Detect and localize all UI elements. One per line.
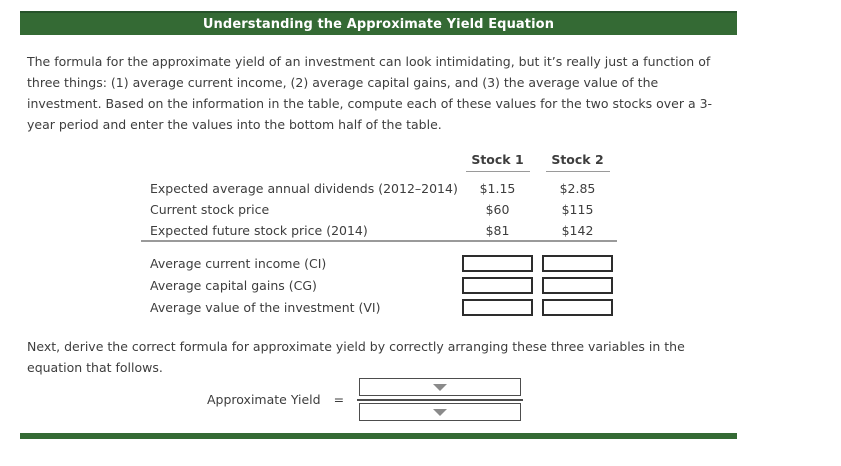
table-row-future-price: Expected future stock price (2014) $81 $… [150, 220, 622, 241]
cell-dividends-stock1: $1.15 [479, 181, 516, 196]
intro-paragraph: The formula for the approximate yield of… [27, 54, 713, 132]
column-header-stock2: Stock 2 [545, 152, 610, 172]
equals-sign: = [333, 392, 345, 407]
cell-ci-stock1 [462, 254, 542, 272]
answer-row-vi: Average value of the investment (VI) [150, 296, 622, 318]
column-header-stock1: Stock 1 [465, 152, 530, 172]
answer-table: Average current income (CI) Average capi… [150, 252, 622, 318]
chevron-down-icon [433, 383, 448, 391]
cell-vi-stock1 [462, 298, 542, 316]
cell-dividends-stock2: $2.85 [559, 181, 596, 196]
fraction-bar [357, 399, 524, 401]
answer-row-ci: Average current income (CI) [150, 252, 622, 274]
cg-stock1-input[interactable] [462, 276, 533, 294]
vi-stock1-input[interactable] [462, 298, 533, 316]
table-header-row: Stock 1 Stock 2 [150, 150, 622, 178]
denominator-select[interactable] [359, 403, 522, 421]
row-label: Expected future stock price (2014) [150, 223, 368, 238]
row-label: Average value of the investment (VI) [150, 299, 381, 315]
row-label: Expected average annual dividends (2012–… [150, 181, 458, 196]
stock-data-table: Stock 1 Stock 2 Expected average annual … [150, 150, 622, 241]
bottom-accent-bar [20, 433, 737, 439]
answer-row-cg: Average capital gains (CG) [150, 274, 622, 296]
cell-current-price-stock1: $60 [485, 202, 510, 217]
cell-current-price-stock2: $115 [561, 202, 594, 217]
cell-future-price-stock2: $142 [561, 223, 594, 238]
chevron-down-icon [433, 408, 448, 416]
header-cell-stock2: Stock 2 [542, 150, 622, 172]
row-label: Average current income (CI) [150, 255, 327, 271]
cg-stock2-input[interactable] [542, 276, 613, 294]
header-cell-stock1: Stock 1 [462, 150, 542, 172]
row-label: Average capital gains (CG) [150, 277, 317, 293]
row-label: Current stock price [150, 202, 270, 217]
derive-paragraph: Next, derive the correct formula for app… [27, 339, 685, 375]
cell-cg-stock2 [542, 276, 622, 294]
title-bar: Understanding the Approximate Yield Equa… [20, 11, 737, 35]
ci-stock1-input[interactable] [462, 254, 533, 272]
yield-fraction [357, 378, 524, 421]
cell-future-price-stock1: $81 [485, 223, 510, 238]
table-row-dividends: Expected average annual dividends (2012–… [150, 178, 622, 199]
table-divider [141, 240, 617, 242]
page-title: Understanding the Approximate Yield Equa… [202, 16, 555, 32]
approximate-yield-equation: Approximate Yield = [207, 378, 524, 421]
equation-label: Approximate Yield [207, 392, 321, 407]
ci-stock2-input[interactable] [542, 254, 613, 272]
cell-cg-stock1 [462, 276, 542, 294]
cell-ci-stock2 [542, 254, 622, 272]
cell-vi-stock2 [542, 298, 622, 316]
table-row-current-price: Current stock price $60 $115 [150, 199, 622, 220]
vi-stock2-input[interactable] [542, 298, 613, 316]
numerator-select[interactable] [359, 378, 522, 396]
